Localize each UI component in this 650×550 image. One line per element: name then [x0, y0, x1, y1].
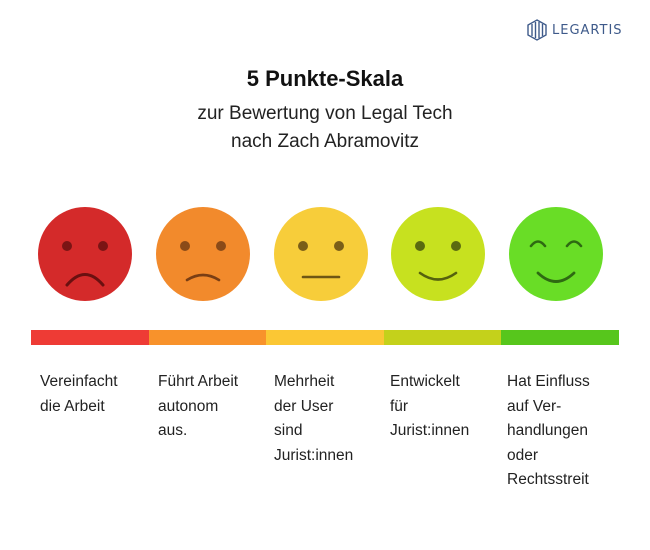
face-circle: [156, 207, 250, 301]
scale-label-4: Entwickelt für Jurist:innen: [390, 373, 470, 439]
page-title: 5 Punkte-Skala: [246, 66, 404, 91]
face-neutral-icon: [273, 206, 369, 302]
face-circle: [509, 207, 603, 301]
brand-logo: LEGARTIS: [527, 19, 623, 41]
scale-label-1: Vereinfacht die Arbeit: [40, 373, 118, 415]
scale-bar-segment: [384, 330, 501, 345]
brand-name: LEGARTIS: [552, 22, 623, 38]
face-sad-icon: [155, 206, 251, 302]
scale-bar-segment: [31, 330, 149, 345]
scale-label-3: Mehrheit der User sind Jurist:innen: [274, 373, 354, 464]
scale-label-5: Hat Einfluss auf Ver- handlungen oder Re…: [507, 373, 590, 488]
scale-bar-segment: [149, 330, 266, 345]
face-circle: [391, 207, 485, 301]
face-circle: [274, 207, 368, 301]
page-subtitle: zur Bewertung von Legal Tech nach Zach A…: [0, 100, 650, 156]
subtitle-line-2: nach Zach Abramovitz: [231, 131, 419, 152]
logo-icon: [527, 19, 547, 41]
face-very-sad-icon: [37, 206, 133, 302]
scale-bar-segment: [501, 330, 619, 345]
scale-bar-segment: [266, 330, 384, 345]
face-very-happy-icon: [508, 206, 604, 302]
face-happy-icon: [390, 206, 486, 302]
face-circle: [38, 207, 132, 301]
subtitle-line-1: zur Bewertung von Legal Tech: [197, 103, 453, 124]
scale-label-2: Führt Arbeit autonom aus.: [158, 373, 239, 439]
